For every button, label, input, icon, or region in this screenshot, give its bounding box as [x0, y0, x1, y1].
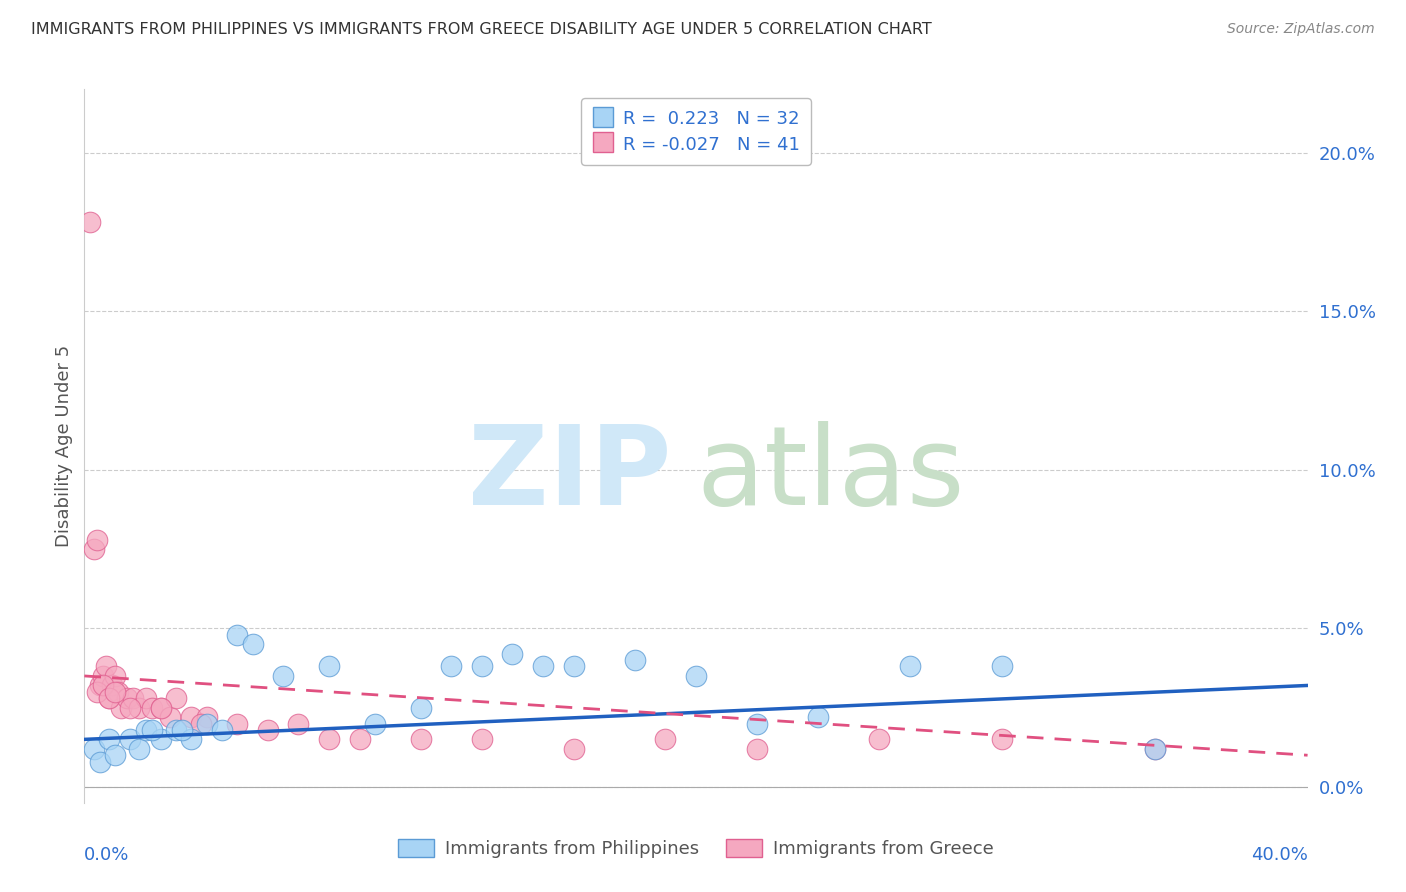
Point [135, 723, 157, 737]
Point [89, 755, 111, 769]
Point [409, 732, 432, 747]
Point [97, 732, 120, 747]
Point [195, 710, 218, 724]
Point [562, 742, 585, 756]
Point [242, 637, 264, 651]
Point [128, 700, 150, 714]
Point [172, 723, 194, 737]
Point [110, 700, 132, 714]
Point [115, 691, 138, 706]
Point [364, 716, 387, 731]
Y-axis label: Disability Age Under 5: Disability Age Under 5 [55, 345, 73, 547]
Point [471, 732, 494, 747]
Point [190, 716, 212, 731]
Point [287, 716, 309, 731]
Point [120, 732, 142, 747]
Point [101, 678, 124, 692]
Point [149, 732, 172, 747]
Point [1143, 742, 1166, 756]
Point [149, 700, 172, 714]
Point [104, 685, 127, 699]
Point [257, 723, 280, 737]
Point [807, 710, 830, 724]
Point [83, 542, 105, 557]
Point [409, 700, 432, 714]
Point [86, 685, 108, 699]
Point [141, 700, 163, 714]
Point [318, 659, 340, 673]
Text: IMMIGRANTS FROM PHILIPPINES VS IMMIGRANTS FROM GREECE DISABILITY AGE UNDER 5 COR: IMMIGRANTS FROM PHILIPPINES VS IMMIGRANT… [31, 22, 932, 37]
Text: ZIP: ZIP [468, 421, 672, 528]
Point [747, 742, 769, 756]
Point [104, 748, 127, 763]
Point [562, 659, 585, 673]
Point [97, 691, 120, 706]
Point [226, 716, 249, 731]
Point [97, 691, 120, 706]
Point [991, 732, 1014, 747]
Text: 40.0%: 40.0% [1251, 846, 1308, 863]
Point [120, 700, 142, 714]
Point [122, 691, 145, 706]
Point [471, 659, 494, 673]
Point [86, 533, 108, 547]
Point [226, 628, 249, 642]
Point [135, 691, 157, 706]
Point [898, 659, 921, 673]
Point [159, 710, 181, 724]
Point [94, 659, 117, 673]
Point [104, 669, 127, 683]
Point [79, 215, 101, 229]
Point [349, 732, 371, 747]
Point [211, 723, 233, 737]
Point [149, 700, 172, 714]
Point [180, 732, 202, 747]
Point [195, 716, 218, 731]
Point [1143, 742, 1166, 756]
Point [685, 669, 707, 683]
Point [991, 659, 1014, 673]
Text: 0.0%: 0.0% [84, 846, 129, 863]
Point [107, 685, 129, 699]
Point [654, 732, 676, 747]
Point [531, 659, 554, 673]
Point [869, 732, 891, 747]
Point [747, 716, 769, 731]
Legend: Immigrants from Philippines, Immigrants from Greece: Immigrants from Philippines, Immigrants … [391, 831, 1001, 865]
Point [89, 678, 111, 692]
Point [502, 647, 524, 661]
Point [91, 678, 114, 692]
Point [128, 742, 150, 756]
Point [141, 723, 163, 737]
Point [91, 669, 114, 683]
Point [318, 732, 340, 747]
Point [624, 653, 647, 667]
Text: atlas: atlas [696, 421, 965, 528]
Point [180, 710, 202, 724]
Point [440, 659, 463, 673]
Text: Source: ZipAtlas.com: Source: ZipAtlas.com [1227, 22, 1375, 37]
Point [165, 691, 187, 706]
Point [165, 723, 187, 737]
Point [271, 669, 294, 683]
Point [83, 742, 105, 756]
